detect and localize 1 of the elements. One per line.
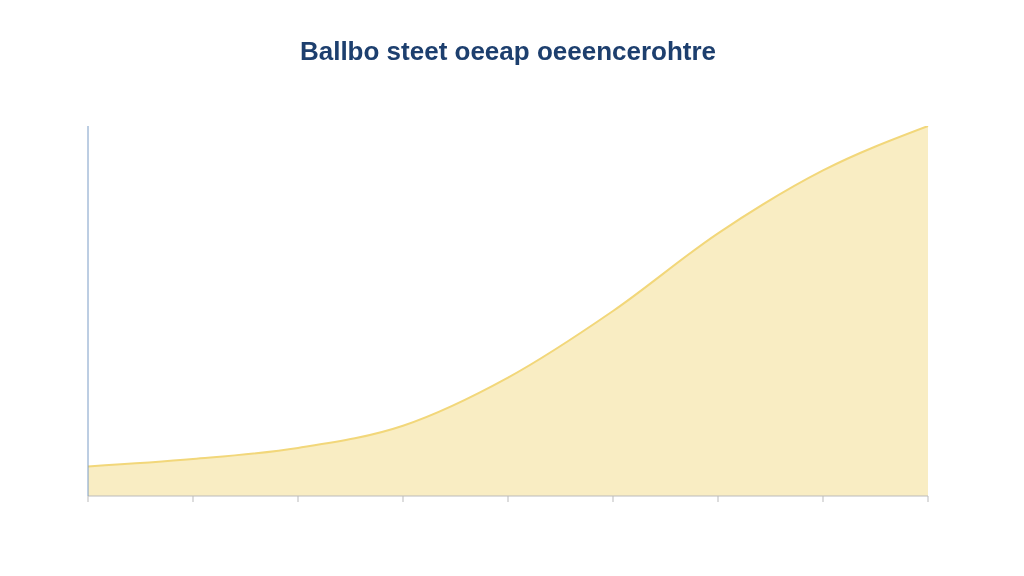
chart-title: Ballbo steet oeeap oeeencerohtre <box>298 35 718 68</box>
